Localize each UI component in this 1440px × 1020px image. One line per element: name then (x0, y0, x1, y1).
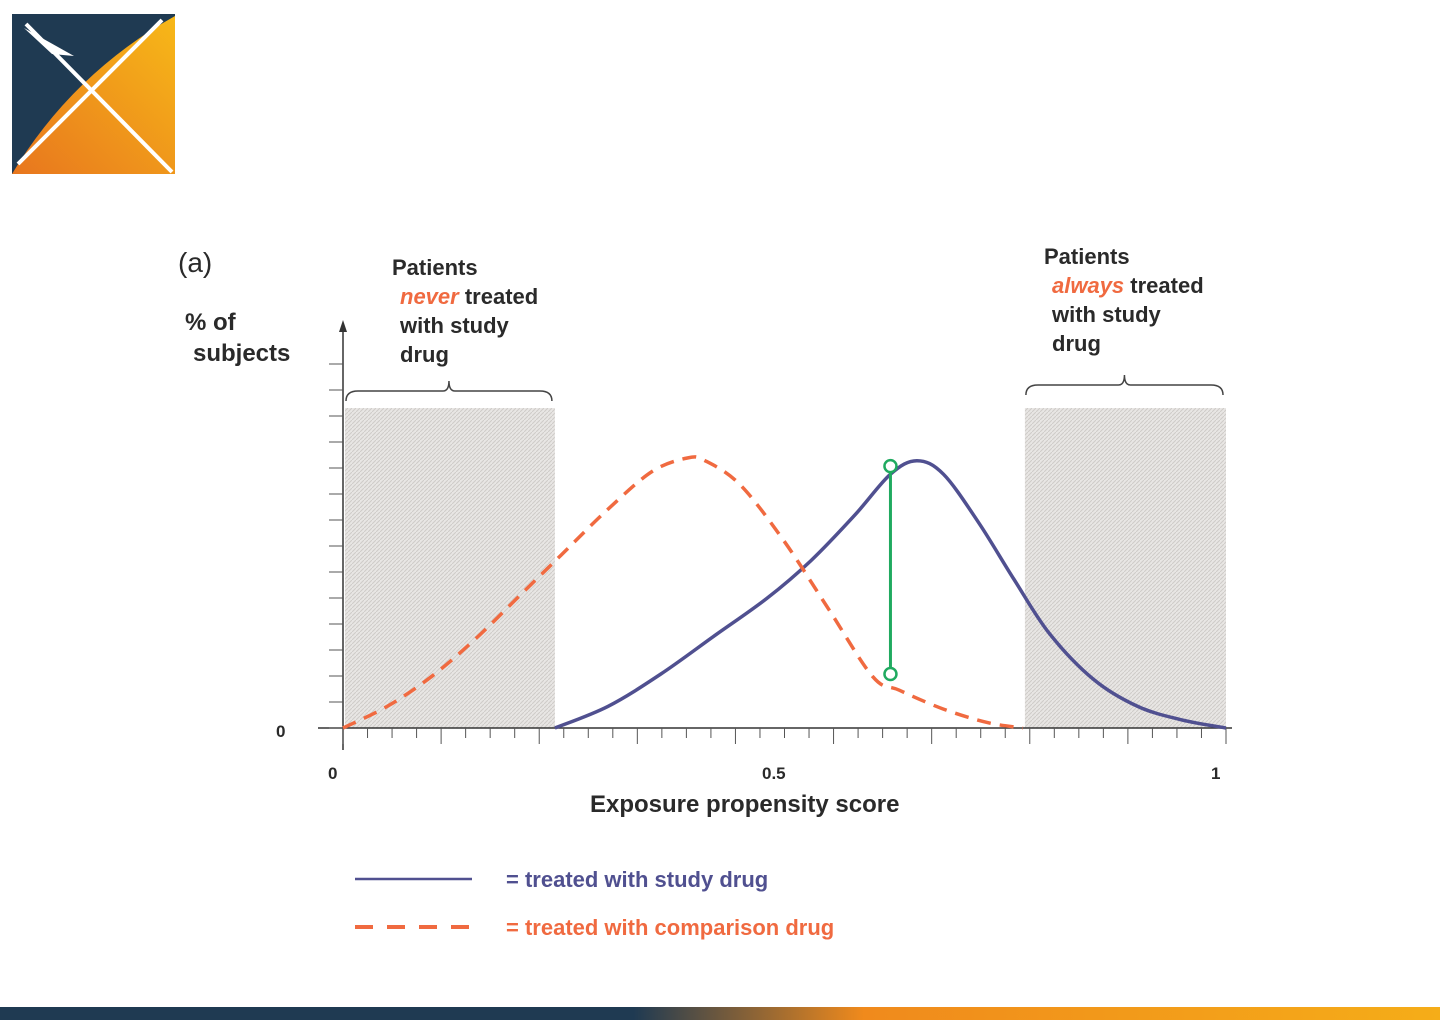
region-1-text-line: Patients (1044, 244, 1130, 269)
region-0-text-line: drug (400, 342, 449, 367)
marker-bottom-point (883, 666, 898, 682)
region-0-text-line: never treated (400, 284, 538, 309)
footer-gradient-bar (0, 1007, 1440, 1020)
shaded-region-1 (1024, 408, 1226, 728)
difference-marker (883, 458, 898, 682)
y-tick-label-0: 0 (276, 722, 285, 741)
y-axis-label-line-2: subjects (193, 340, 290, 367)
region-1-text-line: with study (1051, 302, 1162, 327)
brace-1 (1025, 374, 1224, 396)
panel-label: (a) (178, 247, 212, 278)
text-run: with study (1051, 302, 1162, 327)
legend-label-0: = treated with study drug (506, 867, 768, 892)
marker-top-point (883, 458, 898, 474)
text-run: Patients (1044, 244, 1130, 269)
emphasis-word: always (1052, 273, 1124, 298)
series-line-1 (342, 455, 1024, 730)
x-tick-label-0-5: 0.5 (762, 764, 786, 783)
text-run: Patients (392, 255, 478, 280)
shaded-regions (345, 374, 1226, 728)
legend-label-1: = treated with comparison drug (506, 915, 834, 940)
text-run: with study (399, 313, 510, 338)
x-tick-label-0: 0 (328, 764, 337, 783)
y-axis-arrow (339, 320, 347, 332)
text-run: drug (1052, 331, 1101, 356)
emphasis-word: never (400, 284, 460, 309)
shaded-region-0 (345, 408, 555, 728)
region-0-text-line: with study (399, 313, 510, 338)
text-run: drug (400, 342, 449, 367)
y-axis-label-line-1: % of (185, 309, 237, 336)
region-0-text-line: Patients (392, 255, 478, 280)
legend: = treated with study drug = treated with … (355, 867, 834, 940)
text-run: treated (459, 284, 538, 309)
logo (12, 14, 175, 174)
series-line-0 (554, 458, 1227, 730)
brace-0 (345, 380, 553, 402)
x-tick-label-1: 1 (1211, 764, 1220, 783)
region-annotations: Patients never treated with study drug Patie… (392, 244, 1204, 367)
text-run: treated (1124, 273, 1203, 298)
axes (318, 320, 1232, 750)
series-group (342, 455, 1227, 730)
x-axis-label: Exposure propensity score (590, 791, 899, 818)
region-1-text-line: always treated (1052, 273, 1204, 298)
region-1-text-line: drug (1052, 331, 1101, 356)
